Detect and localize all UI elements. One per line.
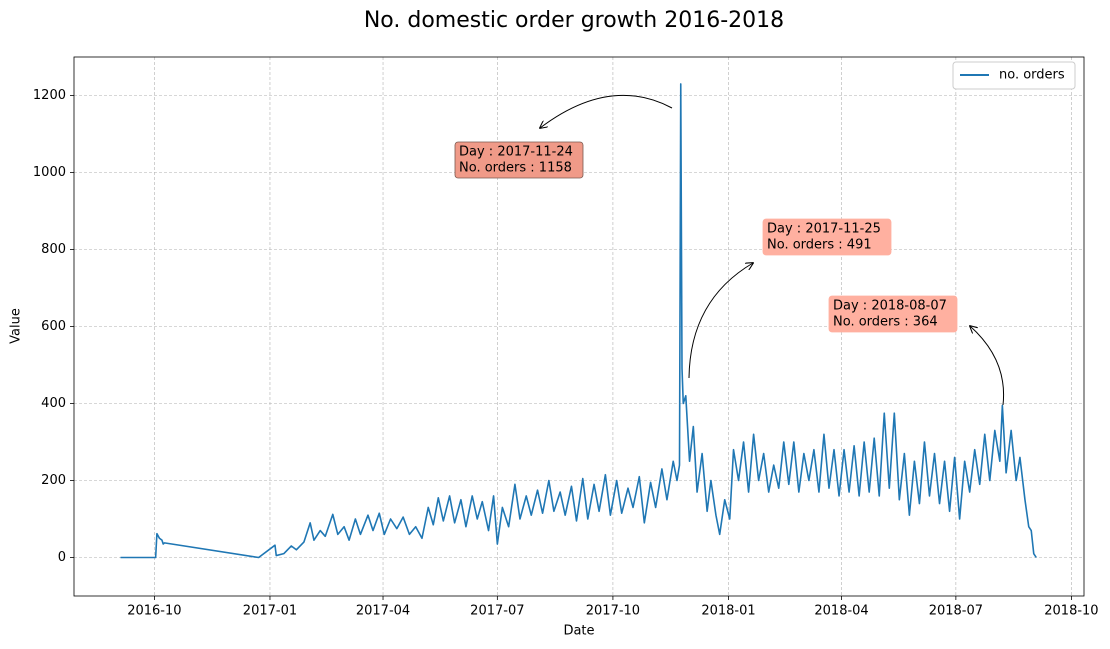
annotation-text: Day : 2017-11-25 (767, 222, 881, 237)
x-axis-label: Date (563, 624, 594, 639)
legend-box (952, 61, 1076, 90)
annotation-box (828, 295, 958, 333)
x-tick-label: 2018-04 (814, 604, 868, 619)
annotation-box (454, 141, 584, 179)
x-tick-label: 2018-10 (1044, 604, 1098, 619)
x-tick-label: 2017-10 (586, 604, 640, 619)
y-tick-label: 600 (41, 319, 66, 334)
annotation-box (762, 218, 892, 256)
data-line (120, 83, 1037, 559)
annotation-text: Day : 2017-11-24 (459, 145, 573, 160)
legend-label: no. orders (999, 68, 1065, 83)
annotation-arrow (970, 326, 1005, 406)
annotation-arrow (688, 263, 753, 379)
y-tick-label: 200 (41, 473, 66, 488)
x-tick-label: 2018-01 (701, 604, 755, 619)
y-axis-label: Value (9, 308, 24, 344)
annotation-text: Day : 2018-08-07 (833, 299, 947, 314)
chart-title: No. domestic order growth 2016-2018 (364, 8, 784, 33)
plot-frame (73, 56, 1085, 597)
annotation-text: No. orders : 364 (833, 315, 938, 330)
annotation-text: No. orders : 491 (767, 238, 872, 253)
y-tick-label: 1000 (33, 165, 66, 180)
x-tick-label: 2017-07 (470, 604, 524, 619)
y-tick-label: 0 (58, 550, 66, 565)
x-tick-label: 2018-07 (929, 604, 983, 619)
x-tick-label: 2017-01 (243, 604, 297, 619)
y-tick-label: 800 (41, 242, 66, 257)
y-tick-label: 1200 (33, 88, 66, 103)
annotation-text: No. orders : 1158 (459, 161, 572, 176)
x-tick-label: 2017-04 (356, 604, 410, 619)
x-tick-label: 2016-10 (127, 604, 181, 619)
annotation-arrow (540, 94, 673, 128)
y-tick-label: 400 (41, 396, 66, 411)
